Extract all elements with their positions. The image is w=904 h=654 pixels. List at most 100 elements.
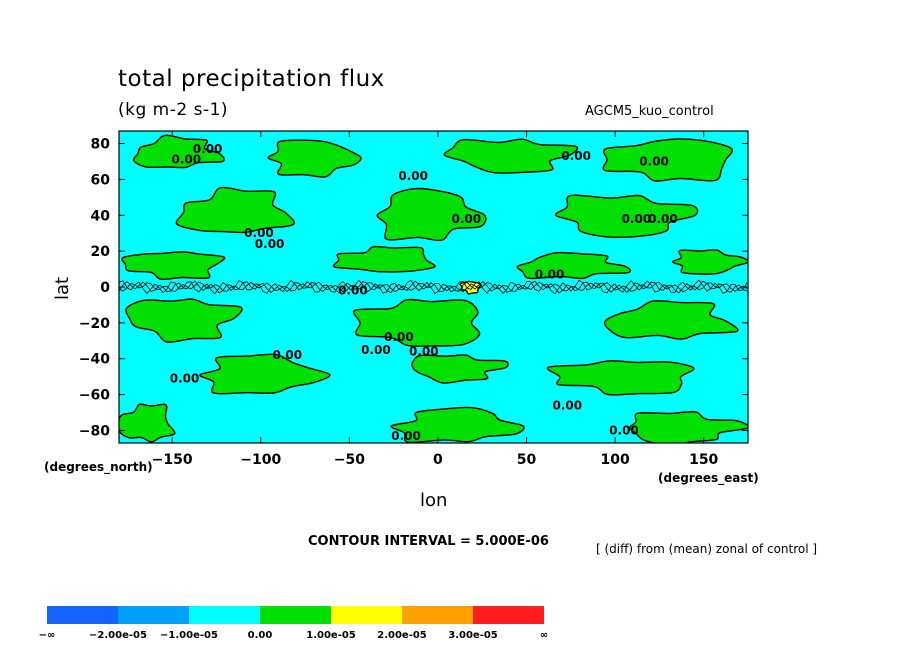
x-tick: 0 — [433, 131, 443, 468]
equatorial-contour-line — [119, 279, 748, 295]
y-tick: 20 — [91, 244, 748, 260]
x-tick-label: 50 — [517, 452, 537, 468]
contour-label: 0.00 — [384, 330, 414, 344]
contour-label: 0.00 — [391, 429, 421, 443]
contour-region — [443, 138, 579, 174]
contour-label: 0.00 — [172, 153, 202, 167]
equatorial-contour-line — [119, 281, 748, 293]
colorbar: −∞ −2.00e-05 −1.00e-05 0.00 1.00e-05 2.00e-05… — [39, 606, 548, 641]
contour-interval-note: CONTOUR INTERVAL = 5.000E-06 — [308, 534, 549, 549]
contour-region — [175, 186, 295, 234]
colorbar-label: 2.00e-05 — [377, 630, 427, 641]
y-tick: −40 — [79, 352, 748, 368]
contour-label: 0.00 — [609, 423, 639, 437]
x-tick-label: 100 — [600, 452, 629, 468]
y-tick: 80 — [91, 137, 748, 153]
colorbar-swatch — [473, 606, 544, 624]
colorbar-label: 1.00e-05 — [306, 630, 356, 641]
equatorial-contours — [119, 279, 748, 295]
contour-region — [411, 354, 509, 384]
x-tick: 100 — [600, 131, 630, 468]
colorbar-label: 3.00e-05 — [448, 630, 498, 641]
contour-region — [376, 187, 487, 242]
colorbar-label: −∞ — [39, 630, 56, 641]
contour-label: 0.00 — [535, 267, 565, 281]
contour-label: 0.00 — [639, 154, 669, 168]
dataset-label: AGCM5_kuo_control — [585, 104, 714, 119]
contour-labels: 0.000.00 0.00 0.000.000.00 0.000.000.000.00… — [170, 142, 678, 443]
contour-region — [119, 403, 176, 443]
contour-region — [602, 138, 734, 182]
y-tick-label: −60 — [79, 388, 110, 404]
colorbar-swatch — [47, 606, 118, 624]
contour-label: 0.00 — [648, 212, 678, 226]
contour-label: 0.00 — [273, 348, 303, 362]
contour-region — [390, 406, 525, 443]
y-tick-label: 0 — [100, 280, 110, 296]
contour-region — [516, 251, 632, 280]
contour-label: 0.00 — [170, 371, 200, 385]
chart-title: total precipitation flux — [118, 66, 385, 92]
axes: −150 −100 −50 0 50 100 150 −80 −60 −40 −20 0 20 40 60 8… — [79, 130, 749, 468]
colorbar-swatch — [189, 606, 260, 624]
contour-label: 0.00 — [338, 284, 368, 298]
contour-region — [121, 251, 226, 281]
y-tick: 60 — [91, 172, 748, 188]
contour-label: 0.00 — [398, 169, 428, 183]
contour-region — [352, 298, 481, 347]
x-axis-unit: (degrees_east) — [658, 471, 759, 485]
y-tick-label: 80 — [91, 137, 111, 153]
contour-label: 0.00 — [361, 343, 391, 357]
contour-region — [267, 139, 362, 178]
y-tick-label: −20 — [79, 316, 110, 332]
x-tick: −150 — [152, 131, 193, 468]
y-tick-label: 60 — [91, 172, 111, 188]
y-tick-label: 40 — [91, 208, 111, 224]
x-tick-label: −100 — [240, 452, 281, 468]
x-tick-label: −150 — [152, 452, 193, 468]
chart-units: (kg m-2 s-1) — [118, 100, 229, 120]
x-tick: 50 — [517, 131, 537, 468]
x-tick-label: 0 — [433, 452, 443, 468]
x-tick: 150 — [689, 131, 719, 468]
x-tick: −100 — [240, 131, 281, 468]
y-tick: 0 — [100, 280, 748, 296]
operation-note: [ (diff) from (mean) zonal of control ] — [596, 542, 818, 556]
contour-region — [132, 134, 225, 169]
contour-region — [554, 194, 699, 238]
contour-label: 0.00 — [244, 226, 274, 240]
y-tick: −80 — [79, 423, 748, 439]
colorbar-label: −2.00e-05 — [89, 630, 147, 641]
colorbar-label: −1.00e-05 — [160, 630, 218, 641]
contour-region — [332, 245, 436, 273]
x-tick: −50 — [334, 131, 365, 468]
contour-label: 0.00 — [193, 142, 223, 156]
colorbar-swatch — [402, 606, 473, 624]
y-axis-unit: (degrees_north) — [44, 460, 153, 474]
colorbar-swatch — [331, 606, 402, 624]
contour-region — [125, 298, 243, 343]
y-tick-label: −80 — [79, 423, 110, 439]
x-tick-label: 150 — [689, 452, 718, 468]
contour-region — [546, 360, 695, 396]
contour-label: 0.00 — [409, 345, 439, 359]
contour-label: 0.00 — [451, 212, 481, 226]
colorbar-label: 0.00 — [248, 630, 273, 641]
filled-contours — [119, 134, 748, 443]
contour-label: 0.00 — [255, 237, 285, 251]
plot-area — [119, 131, 748, 443]
contour-region — [628, 410, 748, 443]
y-tick: −60 — [79, 388, 748, 404]
y-tick-label: 20 — [91, 244, 111, 260]
y-tick-label: −40 — [79, 352, 110, 368]
colorbar-swatch — [118, 606, 189, 624]
equatorial-contour-line — [119, 280, 748, 294]
contour-region — [199, 353, 331, 395]
x-axis-label: lon — [420, 490, 448, 511]
contour-label: 0.00 — [561, 149, 591, 163]
x-tick-label: −50 — [334, 452, 365, 468]
contour-label: 0.00 — [552, 398, 582, 412]
contour-region — [671, 249, 748, 275]
colorbar-swatch — [260, 606, 331, 624]
y-tick: 40 — [91, 208, 748, 224]
